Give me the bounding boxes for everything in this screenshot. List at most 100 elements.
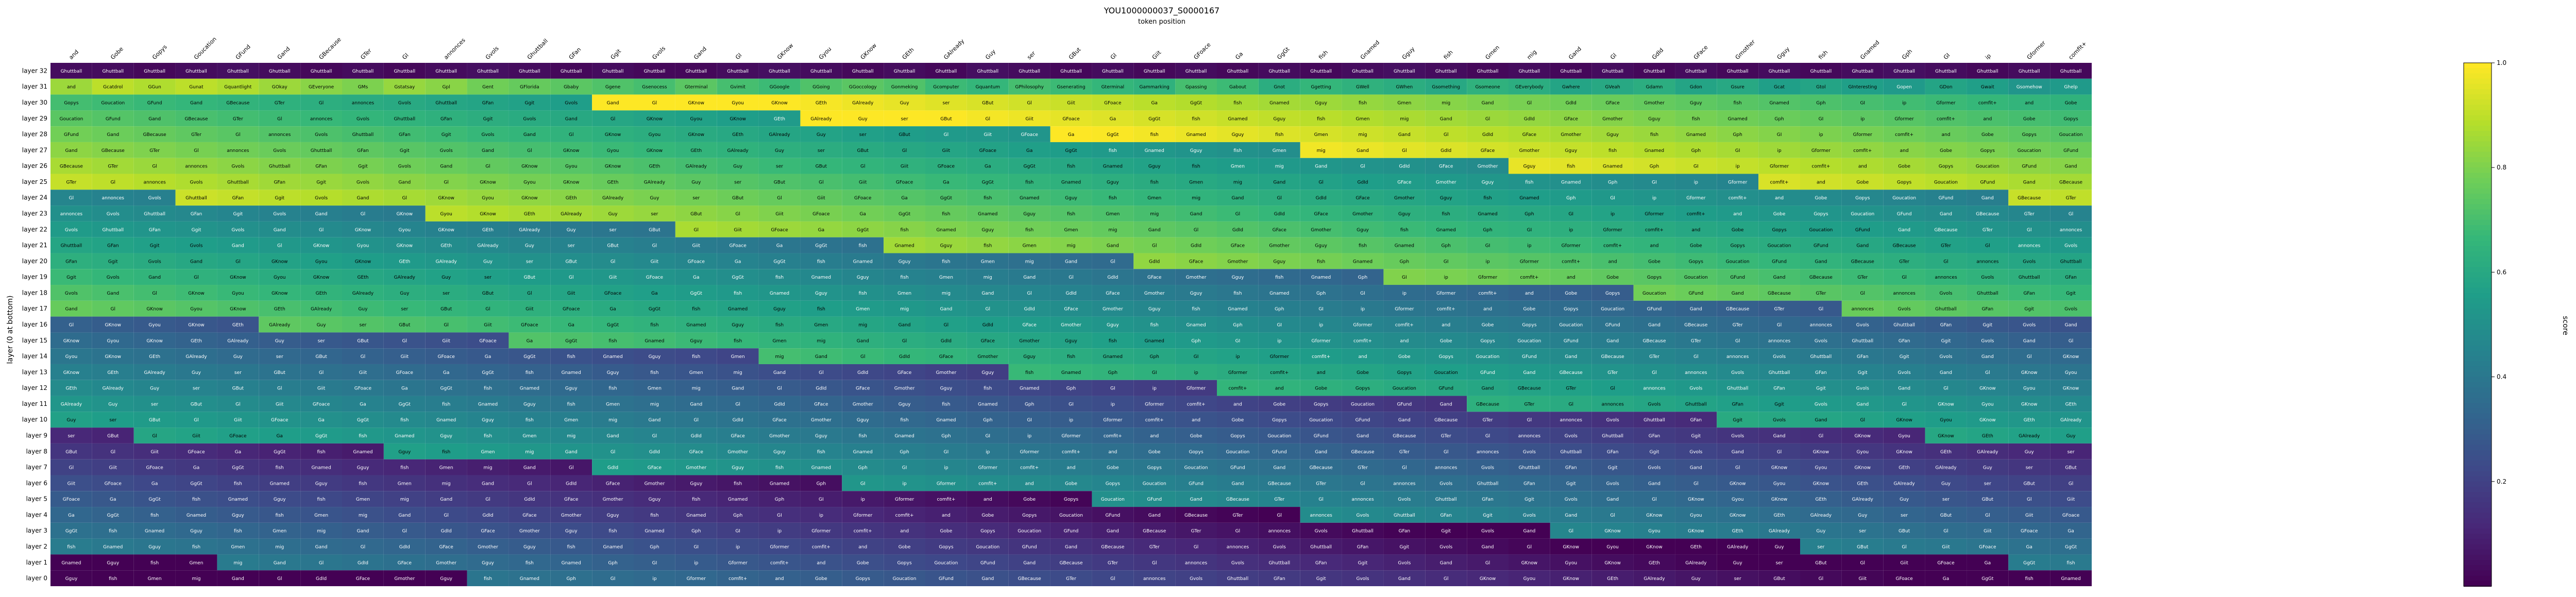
cell-label: Gand xyxy=(1606,497,1619,502)
heatmap-cell xyxy=(133,269,176,285)
cell-label: GFan xyxy=(399,132,411,138)
heatmap-cell xyxy=(259,142,301,158)
cell-label: and xyxy=(817,560,825,566)
cell-label: GgGt xyxy=(190,481,202,486)
heatmap-cell xyxy=(2050,94,2092,111)
cell-label: GAlready xyxy=(769,132,790,138)
heatmap-cell xyxy=(2050,142,2092,158)
cell-label: Gph xyxy=(1316,291,1326,296)
heatmap-cell xyxy=(1092,253,1134,269)
heatmap-cell xyxy=(592,285,634,301)
cell-label: Guy xyxy=(66,418,76,423)
cell-label: Gguy xyxy=(940,386,953,391)
cell-label: GAlready xyxy=(1727,545,1749,550)
cell-label: Gobe xyxy=(815,576,827,582)
cell-label: GdId xyxy=(1399,164,1410,169)
cell-label: Ggit xyxy=(1900,354,1909,360)
cell-label: GFund xyxy=(1814,244,1828,249)
cell-label: GFund xyxy=(1980,180,1995,185)
heatmap-cell xyxy=(675,126,717,142)
x-tick-label: GFan xyxy=(568,46,583,61)
x-tick-label: fish xyxy=(1817,49,1829,61)
cell-label: comfit+ xyxy=(978,481,997,486)
cell-label: GgGt xyxy=(1065,148,1077,153)
heatmap-cell xyxy=(383,253,426,269)
heatmap-cell xyxy=(1841,142,1884,158)
cell-label: GAlready xyxy=(1685,560,1707,566)
heatmap-cell xyxy=(259,269,301,285)
cell-label: Gyou xyxy=(399,228,411,233)
colorbar-segment xyxy=(2464,439,2492,446)
heatmap-cell xyxy=(1591,110,1634,127)
cell-label: ser xyxy=(776,164,783,169)
heatmap-cell xyxy=(425,253,467,269)
cell-label: Gvols xyxy=(1940,354,1953,360)
heatmap-cell xyxy=(592,269,634,285)
heatmap-cell xyxy=(383,94,426,111)
heatmap-cell xyxy=(1342,126,1384,142)
heatmap-cell xyxy=(884,285,925,301)
heatmap-cell xyxy=(509,285,551,301)
heatmap-cell xyxy=(1591,174,1634,190)
cell-label: GFace xyxy=(648,466,662,471)
heatmap-cell xyxy=(1092,110,1134,127)
cell-label: Gand xyxy=(1482,386,1494,391)
cell-label: GFund xyxy=(1230,466,1245,471)
cell-label: GdId xyxy=(691,434,702,439)
cell-label: Ga xyxy=(318,418,325,423)
x-tick-label: Gmen xyxy=(1484,44,1501,61)
cell-label: GFund xyxy=(147,100,162,106)
heatmap-cell xyxy=(1467,190,1509,206)
cell-label: GFund xyxy=(1397,402,1412,407)
cell-label: GI xyxy=(1110,386,1115,391)
heatmap-cell xyxy=(217,126,259,142)
cell-label: Gl xyxy=(986,307,990,312)
cell-label: comfit+ xyxy=(1479,291,1497,296)
heatmap-cell xyxy=(925,158,967,174)
cell-label: Gand xyxy=(482,148,494,153)
cell-label: GKnow xyxy=(563,180,579,185)
heatmap-cell xyxy=(758,221,801,237)
cell-label: Gformer xyxy=(811,529,831,534)
cell-label: Gguy xyxy=(607,370,619,376)
cell-label: GBut xyxy=(440,307,452,312)
cell-label: GFan xyxy=(357,148,369,153)
cell-label: Ghuttball xyxy=(1977,291,1998,296)
cell-label: Giit xyxy=(1067,100,1075,106)
cell-label: fish xyxy=(1317,116,1325,122)
cell-label: Gl xyxy=(1069,275,1073,280)
cell-label: GFan xyxy=(1315,560,1327,566)
heatmap-cell xyxy=(1092,206,1134,221)
cell-label: Gguy xyxy=(857,275,869,280)
cell-label: Gph xyxy=(1524,212,1534,217)
cell-label: Gformer xyxy=(1228,370,1247,376)
cell-label: Gguy xyxy=(398,450,411,455)
cell-label: Ghuttball xyxy=(1935,307,1957,312)
cell-label: Gand xyxy=(690,402,702,407)
cell-label: Gmen xyxy=(231,545,245,550)
cell-label: Gguy xyxy=(107,560,119,566)
heatmap-cell xyxy=(675,142,717,158)
heatmap-cell xyxy=(717,206,759,221)
heatmap-cell xyxy=(925,190,967,206)
cell-label: Gmen xyxy=(398,481,412,486)
cell-label: Guy xyxy=(317,323,327,328)
cell-label: Ga xyxy=(276,434,283,439)
cell-label: Gguy xyxy=(65,576,78,582)
cell-label: GAlready xyxy=(1852,497,1874,502)
heatmap-cell xyxy=(550,190,592,206)
colorbar-segment xyxy=(2464,309,2492,315)
cell-label: Ghuttball xyxy=(435,69,457,74)
cell-label: Gformer xyxy=(853,513,872,518)
heatmap-cell xyxy=(2008,237,2050,253)
cell-label: Gl xyxy=(194,275,198,280)
x-tick-label: Gl xyxy=(1109,52,1118,61)
cell-label: GTer xyxy=(1232,513,1243,518)
heatmap-cell xyxy=(509,300,551,317)
cell-label: Gobe xyxy=(1648,259,1660,264)
heatmap-cell xyxy=(1633,158,1675,174)
cell-label: GTer xyxy=(1691,338,1701,344)
heatmap-cell xyxy=(133,110,176,127)
heatmap-cell xyxy=(1258,253,1300,269)
heatmap-cell xyxy=(217,142,259,158)
